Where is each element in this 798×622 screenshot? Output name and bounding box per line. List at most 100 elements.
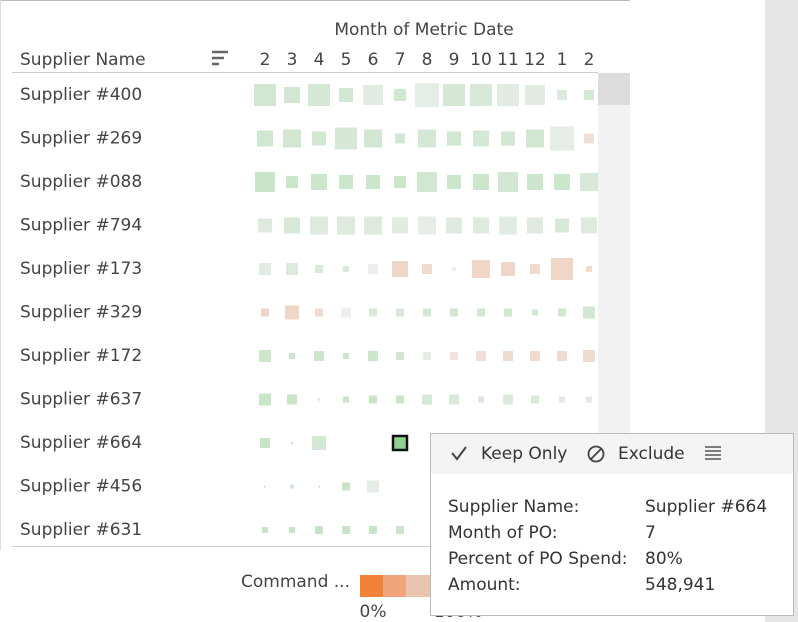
cell[interactable]	[531, 395, 539, 404]
cell[interactable]	[311, 435, 327, 451]
cell[interactable]	[257, 218, 273, 233]
cell[interactable]	[499, 216, 517, 235]
cell[interactable]	[364, 129, 382, 148]
cell[interactable]	[554, 218, 570, 233]
cell[interactable]	[286, 263, 298, 275]
cell[interactable]	[503, 351, 513, 361]
cell[interactable]	[470, 84, 492, 106]
cell[interactable]	[283, 217, 301, 234]
cell[interactable]	[531, 309, 539, 316]
cell[interactable]	[504, 308, 512, 317]
cell[interactable]	[342, 396, 350, 403]
cell[interactable]	[472, 260, 490, 278]
cell[interactable]	[318, 485, 320, 488]
cell[interactable]	[288, 526, 296, 534]
cell[interactable]	[530, 264, 540, 274]
cell[interactable]	[283, 86, 301, 104]
cell[interactable]	[551, 258, 573, 280]
cell[interactable]	[284, 305, 300, 320]
exclude[interactable]: Exclude	[618, 444, 685, 464]
cell[interactable]	[526, 129, 544, 148]
cell[interactable]	[342, 352, 350, 360]
cell[interactable]	[255, 172, 275, 192]
cell[interactable]	[396, 395, 404, 404]
cell[interactable]	[368, 351, 378, 361]
cell[interactable]	[365, 174, 381, 190]
cell[interactable]	[342, 526, 350, 534]
cell[interactable]	[259, 393, 271, 406]
cell[interactable]	[549, 126, 575, 151]
cell[interactable]	[526, 173, 544, 191]
cell[interactable]	[472, 130, 490, 147]
cell[interactable]	[335, 127, 357, 150]
cell[interactable]	[445, 217, 463, 234]
cell[interactable]	[476, 351, 486, 361]
cell[interactable]	[342, 265, 350, 273]
cell[interactable]	[477, 308, 485, 317]
cell[interactable]	[363, 85, 383, 105]
view-scroll-thumb[interactable]	[598, 73, 630, 105]
cell[interactable]	[558, 396, 566, 403]
cell[interactable]	[256, 130, 274, 147]
cell[interactable]	[500, 131, 516, 146]
cell[interactable]	[557, 351, 567, 361]
cell[interactable]	[558, 308, 566, 317]
cell[interactable]	[261, 308, 269, 317]
cell[interactable]	[259, 263, 271, 275]
cell[interactable]	[580, 217, 598, 234]
cell[interactable]	[526, 217, 544, 234]
cell[interactable]	[422, 394, 432, 405]
cell[interactable]	[254, 84, 276, 106]
cell[interactable]	[553, 173, 571, 191]
cell[interactable]	[260, 438, 270, 448]
cell[interactable]	[584, 133, 594, 144]
cell[interactable]	[391, 217, 409, 234]
cell[interactable]	[472, 217, 490, 234]
cell[interactable]	[368, 264, 378, 274]
cell[interactable]	[289, 484, 295, 489]
cell[interactable]	[288, 352, 296, 360]
cell[interactable]	[500, 261, 516, 277]
cell[interactable]	[342, 482, 350, 491]
cell[interactable]	[530, 351, 540, 361]
cell[interactable]	[310, 173, 328, 191]
cell[interactable]	[318, 398, 320, 401]
selected-cell[interactable]	[391, 434, 409, 452]
cell[interactable]	[315, 526, 323, 534]
cell[interactable]	[580, 173, 598, 191]
cell[interactable]	[369, 308, 377, 317]
cell[interactable]	[417, 172, 437, 192]
cell[interactable]	[497, 84, 519, 106]
cell[interactable]	[423, 308, 431, 317]
cell[interactable]	[369, 395, 377, 404]
cell[interactable]	[337, 216, 355, 235]
cell[interactable]	[396, 526, 404, 534]
cell[interactable]	[446, 131, 462, 146]
cell[interactable]	[338, 87, 354, 103]
cell[interactable]	[446, 174, 462, 190]
cell[interactable]	[450, 308, 458, 317]
cell[interactable]	[525, 85, 545, 105]
cell[interactable]	[261, 526, 269, 534]
cell[interactable]	[418, 129, 436, 148]
cell[interactable]	[583, 306, 595, 319]
cell[interactable]	[364, 216, 382, 235]
cell[interactable]	[472, 173, 490, 191]
cell[interactable]	[291, 442, 293, 444]
cell[interactable]	[311, 131, 327, 146]
cell[interactable]	[341, 307, 351, 318]
cell[interactable]	[314, 351, 324, 361]
cell[interactable]	[287, 394, 297, 405]
cell[interactable]	[315, 308, 323, 317]
cell[interactable]	[418, 216, 436, 235]
cell[interactable]	[264, 485, 266, 488]
cell[interactable]	[451, 266, 457, 272]
cell[interactable]	[395, 133, 405, 144]
cell[interactable]	[449, 394, 459, 405]
cell[interactable]	[338, 174, 354, 190]
cell[interactable]	[394, 89, 406, 101]
cell[interactable]	[310, 216, 328, 235]
view-data-icon[interactable]	[705, 446, 721, 460]
cell[interactable]	[283, 129, 301, 148]
cell[interactable]	[367, 480, 379, 493]
